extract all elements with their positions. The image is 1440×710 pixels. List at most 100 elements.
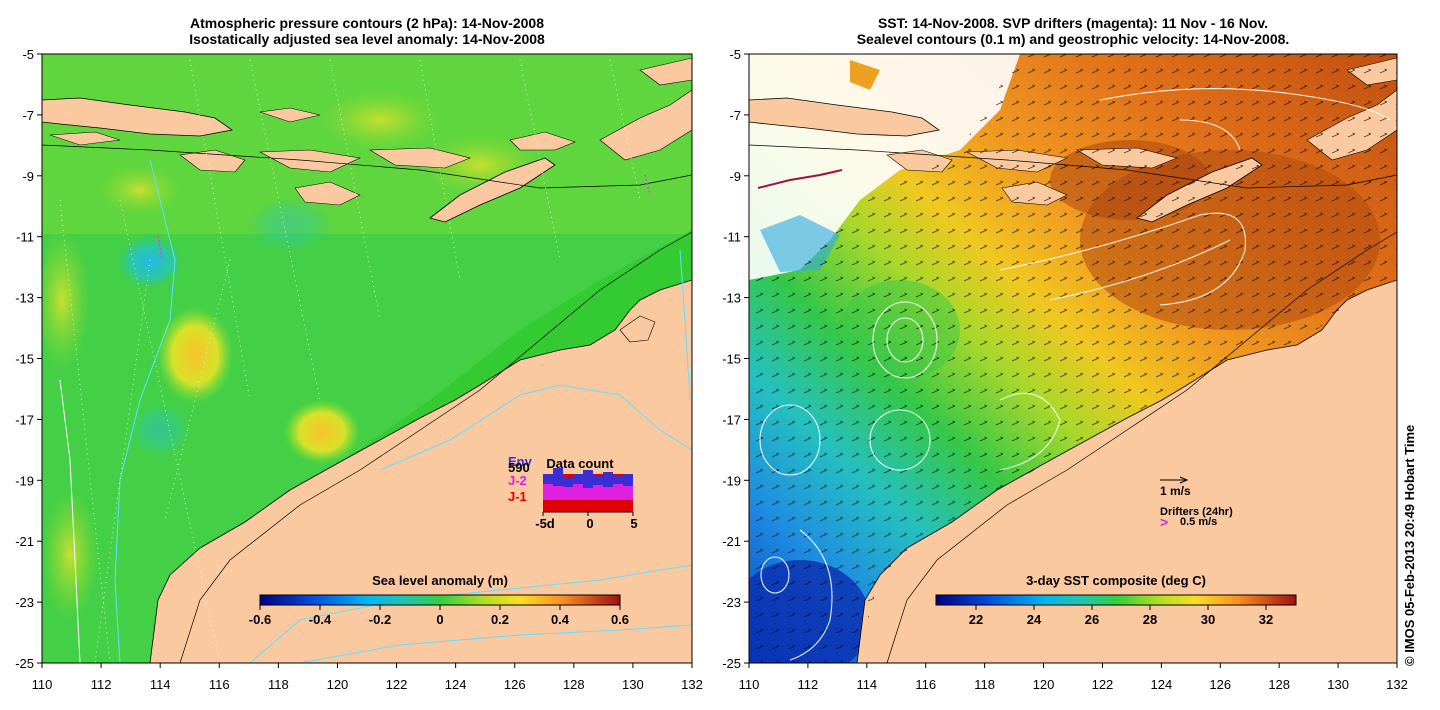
drifter-speed-label: 0.5 m/s [1180, 516, 1217, 528]
sla-tick: 0 [436, 612, 443, 627]
drifters-legend-label: Drifters (24hr) [1160, 506, 1233, 518]
longitude-tick-label: 130 [1327, 677, 1349, 692]
geostrophic-velocity-arrows [749, 54, 1397, 663]
latitude-tick-label: -9 [729, 169, 741, 184]
data-count-bars [543, 468, 633, 500]
sla-colorbar-label: Sea level anomaly (m) [372, 573, 508, 588]
sst-tick: 32 [1259, 612, 1273, 627]
australia-land [149, 279, 692, 663]
drifter-tracks-left [157, 174, 651, 261]
longitude-tick-label: 114 [150, 677, 171, 692]
latitude-tick-label: -5 [22, 47, 34, 62]
latitude-tick-label: -19 [15, 473, 34, 488]
latitude-tick-label: -25 [722, 656, 741, 671]
legend-env: Env [508, 454, 533, 469]
latitude-tick-label: -13 [722, 291, 741, 306]
sst-colorbar-label: 3-day SST composite (deg C) [1026, 573, 1206, 588]
sla-tick: 0.6 [611, 612, 629, 627]
longitude-tick-label: 128 [1268, 677, 1290, 692]
sst-map [749, 54, 1397, 663]
longitude-tick-label: 120 [327, 677, 349, 692]
sla-tick: 0.4 [551, 612, 570, 627]
longitude-tick-label: 126 [1209, 677, 1231, 692]
data-count-inset: Data count Env 590 J-2 J-1 -5d 0 5 [508, 454, 638, 531]
latitude-tick-label: -23 [15, 595, 34, 610]
latitude-tick-label: -7 [729, 108, 741, 123]
longitude-tick-label: 122 [386, 677, 408, 692]
sst-tick: 26 [1085, 612, 1099, 627]
drifter-arrow-icon: > [1160, 514, 1168, 530]
latitude-tick-label: -15 [15, 352, 34, 367]
left-title-line1: Atmospheric pressure contours (2 hPa): 1… [190, 15, 544, 31]
latitude-tick-label: -17 [722, 412, 741, 427]
longitude-tick-label: 114 [856, 677, 877, 692]
longitude-tick-label: 118 [268, 677, 289, 692]
longitude-tick-label: 112 [798, 677, 819, 692]
latitude-tick-label: -11 [16, 230, 34, 245]
longitude-tick-label: 116 [915, 677, 936, 692]
altimeter-tracks [59, 59, 641, 663]
sealevel-contours [759, 88, 1391, 661]
java-island [42, 97, 234, 137]
longitude-tick-label: 132 [681, 677, 703, 692]
latitude-tick-label: -11 [723, 230, 741, 245]
right-title: SST: 14-Nov-2008. SVP drifters (magenta)… [749, 15, 1397, 47]
longitude-tick-label: 124 [445, 677, 467, 692]
sla-tick: -0.4 [309, 612, 332, 627]
longitude-tick-label: 132 [1386, 677, 1408, 692]
data-count-xtick: 5 [630, 516, 637, 531]
longitude-tick-label: 124 [1151, 677, 1173, 692]
sst-tick: 30 [1201, 612, 1215, 627]
longitude-tick-label: 126 [504, 677, 526, 692]
sla-high-anomaly [284, 400, 360, 464]
longitude-tick-label: 112 [91, 677, 112, 692]
latitude-tick-label: -17 [15, 412, 34, 427]
sla-high-anomaly [157, 307, 233, 403]
sla-colorbar: Sea level anomaly (m) -0.6 -0.4 -0.2 0 0… [249, 573, 629, 627]
legend-590: 590 [508, 460, 530, 475]
latitude-tick-label: -13 [15, 291, 34, 306]
velocity-scale-label: 1 m/s [1160, 484, 1191, 498]
longitude-tick-label: 110 [739, 677, 760, 692]
legend-j2: J-2 [508, 473, 527, 488]
latitude-tick-label: -23 [722, 595, 741, 610]
left-title: Atmospheric pressure contours (2 hPa): 1… [42, 15, 692, 47]
timor-island [429, 157, 556, 223]
longitude-tick-label: 116 [209, 677, 230, 692]
sst-tick: 22 [969, 612, 983, 627]
data-count-title: Data count [546, 456, 614, 471]
latitude-tick-label: -15 [722, 352, 741, 367]
latitude-tick-label: -7 [22, 108, 34, 123]
velocity-legend: 1 m/s Drifters (24hr) > 0.5 m/s [1160, 476, 1233, 530]
sla-low-anomaly [115, 234, 185, 290]
legend-j1: J-1 [508, 489, 527, 504]
flores-island [368, 147, 471, 169]
latitude-tick-label: -5 [729, 47, 741, 62]
credit-text: © IMOS 05-Feb-2013 20:49 Hobart Time [1402, 424, 1417, 666]
longitude-tick-label: 120 [1033, 677, 1055, 692]
data-count-xtick: 0 [586, 516, 593, 531]
longitude-tick-label: 122 [1092, 677, 1114, 692]
latitude-tick-label: -9 [22, 169, 34, 184]
latitude-tick-label: -19 [722, 473, 741, 488]
sumba-island [294, 181, 361, 206]
sla-tick: -0.6 [249, 612, 271, 627]
sst-tick: 28 [1143, 612, 1157, 627]
axes: -5 -7 -9 -11 -13 -15 -17 -19 -21 -23 -25 110 112 114 1… [15, 47, 1408, 692]
longitude-tick-label: 110 [32, 677, 53, 692]
sla-tick: 0.2 [491, 612, 509, 627]
sst-tick: 24 [1027, 612, 1042, 627]
right-title-line1: SST: 14-Nov-2008. SVP drifters (magenta)… [877, 15, 1269, 31]
sla-map [42, 54, 692, 663]
left-title-line2: Isostatically adjusted sea level anomaly… [189, 31, 545, 47]
latitude-tick-label: -21 [722, 534, 741, 549]
drifter-track [757, 169, 843, 189]
sla-tick: -0.2 [369, 612, 391, 627]
right-title-line2: Sealevel contours (0.1 m) and geostrophi… [856, 31, 1290, 47]
data-count-xtick: -5d [535, 516, 555, 531]
latitude-tick-label: -21 [15, 534, 34, 549]
latitude-tick-label: -25 [15, 656, 34, 671]
sst-colorbar: 3-day SST composite (deg C) 22 24 26 28 … [935, 573, 1297, 627]
longitude-tick-label: 128 [563, 677, 585, 692]
